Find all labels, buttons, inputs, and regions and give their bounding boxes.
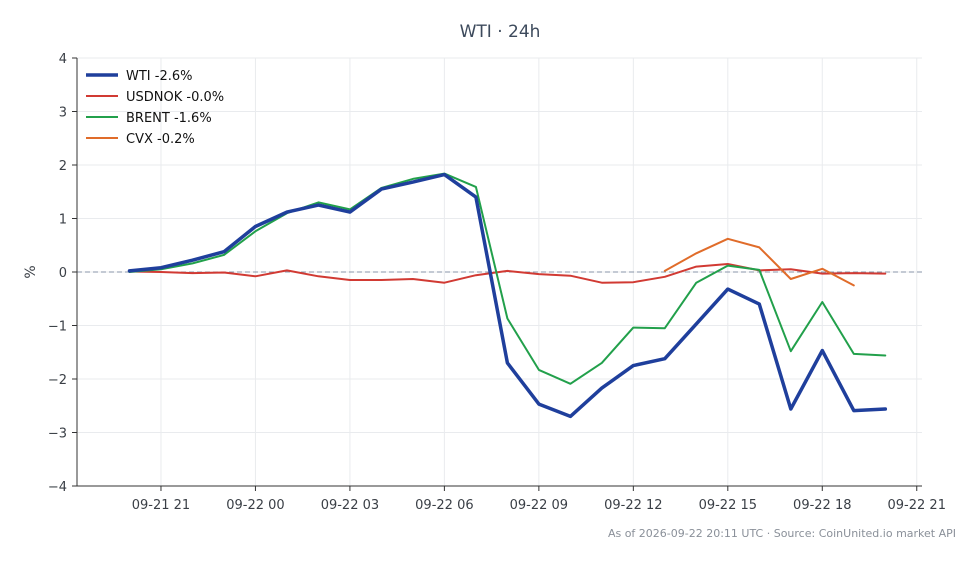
series-line-cvx: [663, 237, 855, 287]
x-tick-label: 09-21 21: [132, 498, 190, 513]
legend-label: WTI -2.6%: [126, 69, 192, 84]
y-tick-label: −4: [48, 480, 67, 495]
y-tick-label: −3: [48, 427, 67, 442]
legend-label: CVX -0.2%: [126, 132, 195, 147]
x-tick-label: 09-22 03: [321, 498, 379, 513]
x-tick-label: 09-22 06: [415, 498, 473, 513]
y-tick-label: 4: [59, 52, 67, 67]
series-line-wti: [127, 172, 888, 419]
x-tick-label: 09-22 12: [604, 498, 662, 513]
x-axis-ticks: 09-21 21 09-22 00 09-22 03 09-22 06 09-22 09…: [132, 486, 946, 513]
series-line-brent: [128, 172, 887, 385]
x-tick-label: 09-22 00: [226, 498, 284, 513]
y-tick-label: 1: [59, 213, 67, 228]
series-lines: [127, 172, 888, 419]
y-tick-label: −2: [48, 373, 67, 388]
y-tick-label: −1: [48, 320, 67, 335]
y-axis-ticks: 4 3 2 1 0 −1 −2 −3 −4: [48, 52, 77, 495]
y-tick-label: 2: [59, 159, 67, 174]
x-tick-label: 09-22 15: [699, 498, 757, 513]
legend: WTI -2.6% USDNOK -0.0% BRENT -1.6% CVX -0.2…: [86, 69, 224, 147]
legend-label: BRENT -1.6%: [126, 111, 212, 126]
y-tick-label: 0: [59, 266, 67, 281]
x-tick-label: 09-22 18: [793, 498, 851, 513]
x-tick-label: 09-22 21: [888, 498, 946, 513]
source-footer: As of 2026-09-22 20:11 UTC · Source: Coi…: [608, 527, 956, 540]
y-tick-label: 3: [59, 106, 67, 121]
chart-title: WTI · 24h: [460, 22, 541, 42]
series-line-usdnok: [128, 263, 887, 284]
y-axis-label: %: [23, 265, 39, 278]
x-tick-label: 09-22 09: [510, 498, 568, 513]
legend-label: USDNOK -0.0%: [126, 90, 224, 105]
